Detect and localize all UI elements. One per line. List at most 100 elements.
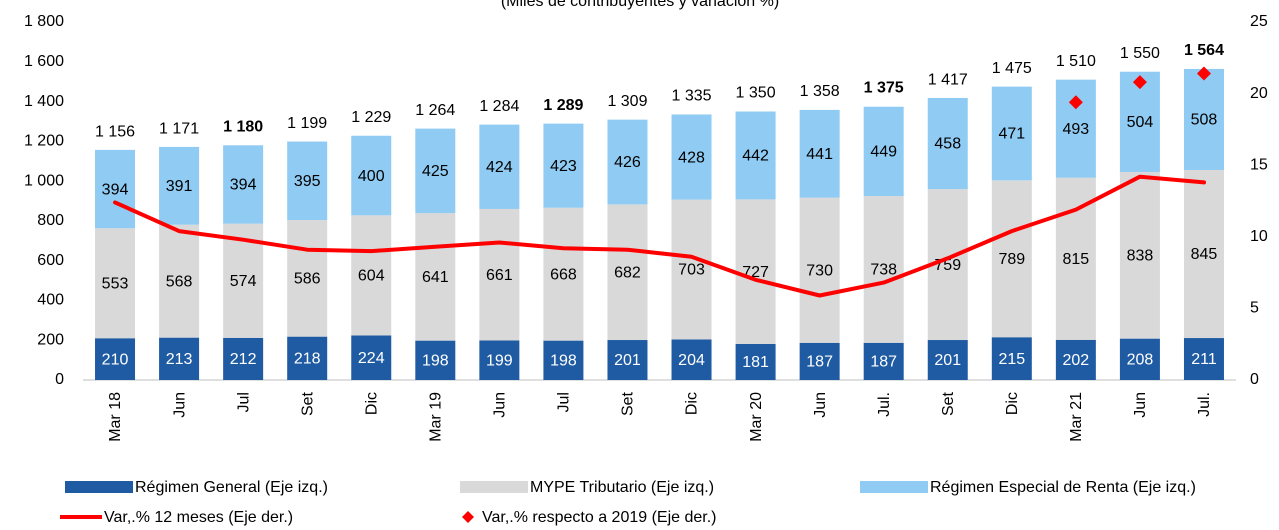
bar-segment [863, 106, 904, 197]
segment-label: 426 [614, 154, 641, 171]
segment-label: 845 [1191, 246, 1218, 263]
total-label: 1 510 [1056, 53, 1096, 70]
total-label: 1 284 [479, 98, 519, 115]
line-series [113, 174, 1206, 298]
segment-label: 211 [1191, 351, 1217, 368]
bar-segment [287, 220, 328, 337]
segment-label: 574 [230, 273, 257, 290]
legend-label: Régimen Especial de Renta (Eje izq.) [930, 479, 1196, 496]
segment-label: 423 [550, 158, 577, 175]
bar-segment [1055, 339, 1096, 380]
segment-label: 199 [486, 352, 513, 369]
segment-label: 789 [998, 251, 1025, 268]
bar-segment [95, 228, 136, 339]
x-tick-label: Jun [812, 392, 829, 418]
segment-label: 682 [614, 264, 641, 281]
x-tick-label: Dic [684, 392, 701, 415]
legend-label: MYPE Tributario (Eje izq.) [530, 479, 714, 496]
segment-label: 586 [294, 271, 321, 288]
total-label: 1 417 [928, 71, 968, 88]
bar-segment [607, 119, 648, 205]
y-tick-label: 1 000 [24, 172, 64, 189]
legend-swatch [462, 511, 474, 523]
bar-segment [607, 204, 648, 341]
total-label: 1 180 [223, 119, 263, 136]
x-tick-label: Set [299, 391, 316, 416]
segment-label: 508 [1191, 112, 1218, 129]
x-tick-label: Jun [171, 392, 188, 418]
bar-segment [1119, 338, 1160, 380]
bar-segment [991, 86, 1032, 181]
bar-segment [351, 215, 392, 336]
segment-label: 425 [422, 163, 449, 180]
segment-label: 661 [486, 267, 513, 284]
segment-label: 493 [1063, 121, 1090, 138]
bar-segment [159, 146, 200, 225]
bar-segment [351, 135, 392, 216]
bar-segment [671, 114, 712, 200]
bar-segment [543, 123, 584, 208]
y-tick-label: 1 200 [24, 133, 64, 150]
y-tick-label: 1 400 [24, 93, 64, 110]
bar-segment [159, 224, 200, 338]
total-label: 1 375 [864, 80, 904, 97]
bar-segment [479, 340, 520, 380]
diamond-marker [1196, 66, 1211, 81]
x-tick-label: Jun [1132, 392, 1149, 418]
y2-tick-label: 5 [1250, 300, 1259, 317]
segment-label: 187 [870, 354, 897, 371]
segment-label: 553 [102, 275, 129, 292]
segment-label: 198 [550, 353, 577, 370]
total-label: 1 289 [543, 97, 583, 114]
bar-segment [735, 199, 776, 345]
legend-swatch [460, 481, 528, 493]
segment-label: 471 [998, 126, 1025, 143]
segment-label: 568 [166, 273, 193, 290]
bar-segment [479, 208, 520, 341]
segment-label: 395 [294, 173, 321, 190]
segment-label: 428 [678, 149, 705, 166]
segment-label: 442 [742, 148, 769, 165]
segment-label: 703 [678, 262, 705, 279]
x-tick-label: Jul. [876, 392, 893, 417]
total-label: 1 564 [1184, 42, 1224, 59]
bar-segment [223, 145, 264, 224]
bar-segment [415, 213, 456, 341]
y2-tick-label: 15 [1250, 156, 1268, 173]
x-tick-label: Mar 18 [107, 392, 124, 442]
bar-segment [1183, 169, 1224, 339]
segment-label: 215 [998, 351, 1025, 368]
bar-segment [863, 342, 904, 380]
total-label: 1 229 [351, 109, 391, 126]
legend-label: Régimen General (Eje izq.) [135, 479, 328, 496]
bar-segment [927, 340, 968, 380]
y-tick-label: 200 [37, 331, 64, 348]
total-label: 1 309 [607, 93, 647, 110]
segment-label: 730 [806, 262, 833, 279]
bar-segment [799, 197, 840, 343]
segment-label: 202 [1063, 352, 1090, 369]
x-tick-label: Set [940, 391, 957, 416]
y-tick-label: 600 [37, 252, 64, 269]
bar-segment [607, 340, 648, 380]
segment-label: 391 [166, 178, 193, 195]
total-label: 1 358 [800, 83, 840, 100]
diamond-marker [1132, 75, 1147, 90]
bar-segment [1183, 68, 1224, 170]
total-label: 1 171 [159, 120, 199, 137]
bar-segment [991, 337, 1032, 380]
total-label: 1 335 [672, 88, 712, 105]
bar-segment [543, 207, 584, 341]
x-tick-label: Dic [363, 392, 380, 415]
segment-label: 441 [806, 146, 833, 163]
bar-segment [927, 97, 968, 190]
x-tick-label: Jul [556, 392, 573, 412]
y2-tick-label: 0 [1250, 371, 1259, 388]
segment-label: 181 [742, 354, 769, 371]
y-tick-label: 1 800 [24, 13, 64, 30]
segment-label: 838 [1127, 248, 1154, 265]
total-label: 1 199 [287, 115, 327, 132]
y-tick-label: 0 [55, 371, 64, 388]
bar-segment [1119, 171, 1160, 339]
segment-label: 213 [166, 351, 193, 368]
